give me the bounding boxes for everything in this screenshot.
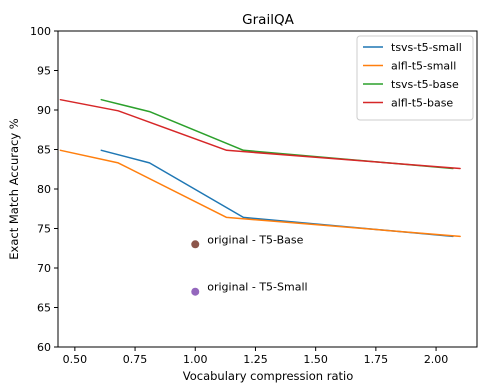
legend: tsvs-t5-small alfl-t5-small tsvs-t5-base al… [356,35,474,121]
legend-label: tsvs-t5-base [391,78,459,91]
annotations: original - T5-Base original - T5-Small [191,233,308,296]
legend-label: alfl-t5-small [391,60,456,73]
y-tick-label: 65 [37,302,51,315]
y-axis-label: Exact Match Accuracy % [7,118,21,260]
series-line-alfl-t5-base [59,98,461,170]
plot-frame [57,30,478,348]
annotation-point-2 [191,287,200,296]
y-tick-label: 75 [37,223,51,236]
y-tick-label: 85 [37,144,51,157]
y-tick-label: 90 [37,104,51,117]
legend-label: alfl-t5-base [391,97,453,110]
x-axis-label: Vocabulary compression ratio [183,369,353,383]
x-tick-label: 0.75 [123,353,148,366]
y-tick-label: 80 [37,183,51,196]
x-tick-label: 2.00 [424,353,449,366]
y-tick-label: 95 [37,65,51,78]
x-tick-label: 1.50 [303,353,328,366]
x-tick-label: 1.00 [183,353,208,366]
series-lines [59,98,461,238]
x-tick-label: 1.25 [243,353,268,366]
y-tick-label: 70 [37,262,51,275]
y-tick-label: 100 [30,25,51,38]
annotation-point-1 [191,240,200,249]
legend-box [356,35,474,121]
x-tick-label: 1.75 [364,353,389,366]
chart-title: GrailQA [242,12,294,28]
axis-ticks: 0.50 0.75 1.00 1.25 1.50 1.75 2.00 60 65 70 75 80 85… [30,25,448,366]
annotation-label-2: original - T5-Small [207,281,307,294]
annotation-label-1: original - T5-Base [207,233,303,246]
x-tick-label: 0.50 [63,353,88,366]
legend-label: tsvs-t5-small [391,41,462,54]
series-line-alfl-t5-small [59,149,461,238]
y-tick-label: 60 [37,341,51,354]
